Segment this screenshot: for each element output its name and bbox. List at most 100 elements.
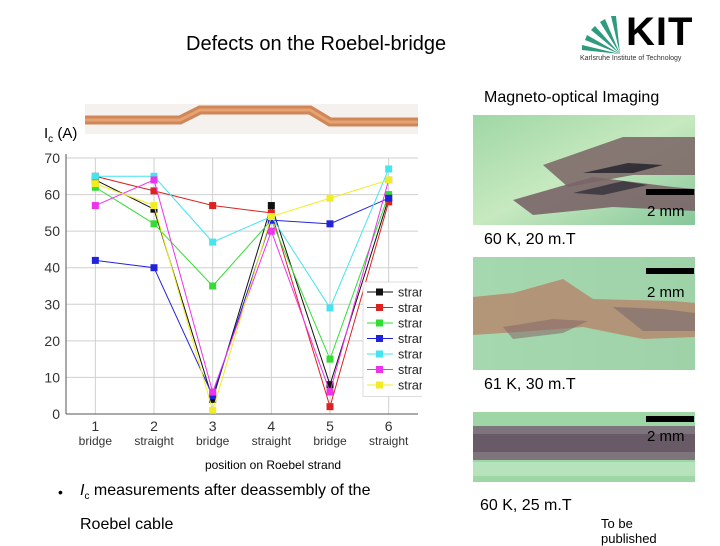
data-point — [326, 403, 334, 411]
ic-subscript: c — [84, 491, 90, 503]
y-tick-label: 10 — [44, 369, 60, 385]
ic-symbol: I — [80, 482, 85, 499]
data-point — [267, 216, 275, 224]
legend-swatch — [376, 350, 383, 358]
scale-bar-3 — [646, 416, 694, 422]
x-tick-sublabel: bridge — [79, 434, 113, 448]
y-tick-label: 40 — [44, 260, 60, 276]
mo-image-3 — [473, 412, 695, 482]
x-tick-label: 6 — [385, 418, 393, 434]
data-point — [150, 187, 158, 195]
data-point — [209, 395, 217, 403]
data-point — [91, 256, 99, 264]
y-tick-label: 70 — [44, 150, 60, 166]
slide-title: Defects on the Roebel-bridge — [186, 33, 447, 55]
legend-swatch — [376, 319, 383, 327]
kit-logo-subtitle: Karlsruhe Institute of Technology — [580, 55, 682, 62]
series-line-1 — [95, 179, 390, 402]
scale-bar-2 — [646, 268, 694, 274]
series-line-2 — [95, 175, 390, 409]
data-point — [385, 191, 393, 199]
data-point — [326, 304, 334, 312]
data-point — [267, 213, 275, 221]
data-point — [267, 209, 275, 217]
roebel-tape-photo — [85, 104, 418, 134]
y-axis-label: Ic (A) — [44, 125, 77, 145]
condition-label-1: 60 K, 20 m.T — [484, 231, 576, 248]
data-point — [209, 238, 217, 246]
x-tick-label: 2 — [150, 418, 158, 434]
data-point — [326, 194, 334, 202]
data-point — [209, 392, 217, 400]
y-tick-label: 20 — [44, 333, 60, 349]
series-line-6 — [95, 179, 390, 394]
data-point — [150, 202, 158, 210]
data-point — [150, 176, 158, 184]
legend-swatch — [376, 304, 383, 311]
condition-label-2: 61 K, 30 m.T — [484, 376, 576, 393]
data-point — [150, 264, 158, 272]
bullet-marker: • — [58, 484, 63, 500]
bullet-text-line1: Ic measurements after deassembly of the — [80, 482, 370, 502]
x-tick-label: 5 — [326, 418, 334, 434]
scale-bar-1 — [646, 189, 694, 195]
kit-logo-wordmark: KIT — [626, 10, 694, 54]
data-point — [385, 194, 393, 202]
data-point — [91, 172, 99, 180]
data-point — [91, 202, 99, 210]
data-point — [150, 220, 158, 228]
kit-logo: KIT Karlsruhe Institute of Technology — [580, 10, 702, 66]
status-note: To be published — [601, 516, 657, 546]
x-tick-label: 3 — [209, 418, 217, 434]
data-point — [91, 180, 99, 188]
data-point — [91, 176, 99, 184]
mo-imaging-heading: Magneto-optical Imaging — [484, 89, 660, 106]
legend-swatch — [376, 381, 383, 389]
scale-label-3: 2 mm — [647, 428, 685, 445]
series-line-4 — [95, 197, 389, 398]
legend-swatch — [376, 366, 383, 373]
data-point — [91, 183, 99, 191]
x-tick-sublabel: bridge — [313, 434, 347, 448]
x-tick-sublabel: straight — [369, 434, 409, 448]
series-line-7 — [95, 179, 389, 413]
legend-label: strand 5 — [398, 317, 422, 331]
data-point — [385, 176, 393, 184]
data-point — [385, 165, 393, 173]
x-tick-sublabel: straight — [134, 434, 174, 448]
kit-logo-rays-icon — [582, 16, 620, 54]
y-tick-label: 50 — [44, 223, 60, 239]
y-tick-label: 30 — [44, 296, 60, 312]
x-tick-sublabel: straight — [252, 434, 292, 448]
x-axis-label: position on Roebel strand — [205, 458, 341, 472]
data-point — [209, 202, 217, 210]
data-point — [209, 282, 217, 290]
x-tick-label: 4 — [267, 418, 275, 434]
mo-image-2 — [473, 257, 695, 370]
data-point — [209, 406, 217, 414]
bullet-text-rest: measurements after deassembly of the — [89, 482, 371, 499]
data-point — [326, 381, 334, 389]
data-point — [267, 227, 275, 235]
data-point — [385, 198, 393, 206]
legend-label: strand 9 — [398, 379, 422, 393]
ic-chart: 0102030405060701bridge2straight3bridge4s… — [44, 104, 422, 472]
scale-label-2: 2 mm — [647, 284, 685, 301]
data-point — [326, 355, 334, 363]
condition-label-3: 60 K, 25 m.T — [480, 497, 572, 514]
y-tick-label: 60 — [44, 187, 60, 203]
y-tick-label: 0 — [52, 406, 60, 422]
legend-label: strand 6 — [398, 332, 422, 346]
scale-label-1: 2 mm — [647, 203, 685, 220]
legend-label: strand 7 — [398, 348, 422, 362]
data-point — [209, 388, 217, 396]
data-point — [326, 388, 334, 396]
legend-label: strand 4 — [398, 301, 422, 315]
legend-swatch — [376, 335, 383, 342]
data-point — [150, 172, 158, 180]
legend-swatch — [376, 288, 383, 296]
series-line-5 — [95, 168, 390, 310]
mo-image-1 — [473, 115, 695, 225]
legend-label: strand 8 — [398, 363, 422, 377]
bullet-text-line2: Roebel cable — [80, 516, 174, 533]
